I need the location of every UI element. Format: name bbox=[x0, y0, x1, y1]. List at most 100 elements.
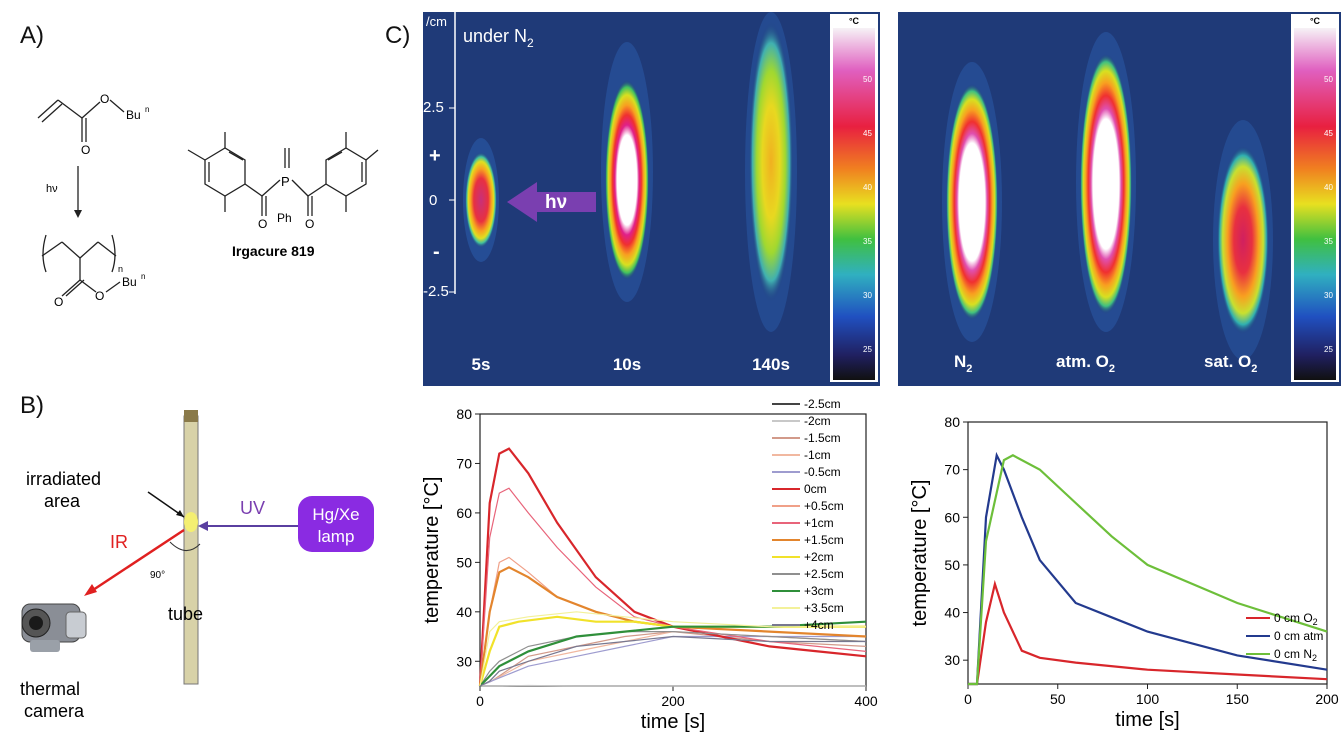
series-line-2 bbox=[479, 630, 867, 687]
y-tick-label: 40 bbox=[944, 605, 960, 621]
spot-5s bbox=[465, 152, 497, 248]
panel-label-c: C) bbox=[385, 22, 411, 49]
camera-icon bbox=[21, 603, 87, 652]
y-tick-label: 30 bbox=[456, 653, 472, 669]
series-line-12 bbox=[479, 611, 866, 687]
svg-text:n: n bbox=[118, 264, 123, 274]
svg-text:O: O bbox=[258, 217, 267, 231]
legend-label: +4cm bbox=[804, 618, 834, 632]
svg-text:n: n bbox=[141, 272, 145, 281]
svg-text:°C: °C bbox=[1310, 16, 1321, 26]
tick-0: 0 bbox=[429, 192, 437, 209]
x-tick-label: 200 bbox=[661, 693, 685, 709]
tube-label: tube bbox=[168, 604, 203, 624]
svg-text:O: O bbox=[100, 92, 109, 106]
label-atm-o2: atm. O2 bbox=[1056, 352, 1115, 375]
irgacure-label: Irgacure 819 bbox=[232, 243, 315, 259]
x-tick-label: 0 bbox=[476, 693, 484, 709]
setup-diagram: irradiated area UV Hg/Xe lamp IR 90° tub… bbox=[20, 410, 374, 721]
y-tick-label: 40 bbox=[456, 604, 472, 620]
svg-text:O: O bbox=[305, 217, 314, 231]
legend-label: 0 cm N2 bbox=[1274, 647, 1317, 663]
butyl-acrylate-structure bbox=[37, 99, 125, 142]
svg-text:O: O bbox=[95, 289, 104, 303]
y-tick-label: 80 bbox=[944, 414, 960, 430]
x-tick-label: 50 bbox=[1050, 691, 1066, 707]
x-axis-label: time [s] bbox=[641, 711, 705, 733]
series-line-1 bbox=[480, 684, 866, 687]
camera-label-2: camera bbox=[24, 701, 85, 721]
legend-label: -2.5cm bbox=[804, 397, 841, 411]
spot-atm-o2 bbox=[1080, 54, 1132, 314]
legend-label: 0cm bbox=[804, 482, 827, 496]
spot-n2 bbox=[946, 84, 998, 320]
label-n2: N2 bbox=[954, 352, 972, 375]
x-tick-label: 0 bbox=[964, 691, 972, 707]
time-label-10s: 10s bbox=[613, 355, 641, 374]
lamp-box bbox=[298, 496, 374, 552]
label-sat-o2: sat. O2 bbox=[1204, 352, 1257, 375]
x-tick-label: 200 bbox=[1315, 691, 1339, 707]
chemistry-scheme: O O Bu n hν n O O Bu n bbox=[37, 92, 379, 309]
series-line-1 bbox=[968, 451, 1328, 686]
ir-label: IR bbox=[110, 532, 128, 552]
irradiated-label-2: area bbox=[44, 491, 81, 511]
plus-sign: + bbox=[429, 145, 441, 167]
legend-label: 0 cm atm bbox=[1274, 629, 1323, 643]
svg-text:25: 25 bbox=[1324, 345, 1333, 354]
ph-label: Ph bbox=[277, 211, 292, 225]
y-tick-label: 50 bbox=[944, 557, 960, 573]
svg-text:°C: °C bbox=[849, 16, 860, 26]
y-tick-label: 30 bbox=[944, 652, 960, 668]
y-tick-label: 60 bbox=[456, 505, 472, 521]
y-tick-label: 70 bbox=[456, 455, 472, 471]
svg-text:35: 35 bbox=[1324, 237, 1333, 246]
time-label-5s: 5s bbox=[472, 355, 491, 374]
camera-label-1: thermal bbox=[20, 679, 80, 699]
uv-label: UV bbox=[240, 498, 265, 518]
y-axis-label: temperature [°C] bbox=[909, 480, 931, 627]
series-line-2 bbox=[968, 454, 1328, 686]
tick-neg-2-5: -2.5 bbox=[423, 283, 449, 300]
legend-label: -1cm bbox=[804, 448, 831, 462]
svg-text:40: 40 bbox=[1324, 183, 1333, 192]
tick-2-5: 2.5 bbox=[423, 99, 444, 116]
temperature-chart-d: 0 50 100 150 200 30 40 50 60 70 80 time [s] temperat… bbox=[909, 414, 1339, 731]
hv-arrow-label: hν bbox=[545, 192, 567, 213]
spot-sat-o2 bbox=[1217, 146, 1269, 334]
y-axis-label: temperature [°C] bbox=[421, 477, 443, 624]
angle-label: 90° bbox=[150, 570, 165, 581]
thermal-image-c: /cm under N2 2.5 + 0 - -2.5 hν 5s 10s 14… bbox=[423, 12, 880, 386]
svg-text:45: 45 bbox=[863, 129, 872, 138]
legend-label: 0 cm O2 bbox=[1274, 611, 1318, 627]
x-tick-label: 100 bbox=[1136, 691, 1160, 707]
hv-label: hν bbox=[46, 183, 58, 195]
polymer-structure bbox=[41, 234, 121, 297]
thermal-image-d: N2 atm. O2 sat. O2 °C 50 45 40 35 30 25 bbox=[898, 12, 1341, 386]
series-line-5 bbox=[478, 447, 867, 687]
svg-text:50: 50 bbox=[863, 75, 872, 84]
series-line-7 bbox=[479, 487, 867, 687]
legend-label: -2cm bbox=[804, 414, 831, 428]
legend-label: +2.5cm bbox=[804, 567, 844, 581]
minus-sign: - bbox=[433, 241, 440, 263]
svg-text:25: 25 bbox=[863, 345, 872, 354]
irgacure-structure bbox=[187, 132, 379, 216]
legend-label: -0.5cm bbox=[804, 465, 841, 479]
svg-text:50: 50 bbox=[1324, 75, 1333, 84]
x-axis-label: time [s] bbox=[1115, 709, 1179, 731]
ir-arrow bbox=[89, 528, 185, 594]
bun-bottom: Bu bbox=[122, 275, 137, 289]
colorbar-c bbox=[833, 28, 875, 380]
x-tick-label: 150 bbox=[1226, 691, 1250, 707]
time-label-140s: 140s bbox=[752, 355, 790, 374]
svg-text:O: O bbox=[81, 143, 90, 157]
irradiated-spot bbox=[184, 512, 198, 532]
angle-arc bbox=[169, 541, 201, 551]
series-line-0 bbox=[968, 579, 1328, 686]
lamp-label-2: lamp bbox=[318, 527, 355, 546]
temperature-chart-c: 0 200 400 30 40 50 60 70 80 time [s] temperature [… bbox=[421, 397, 878, 733]
series-line-13 bbox=[479, 635, 866, 687]
legend-label: +3.5cm bbox=[804, 601, 844, 615]
spot-140s bbox=[749, 22, 793, 302]
